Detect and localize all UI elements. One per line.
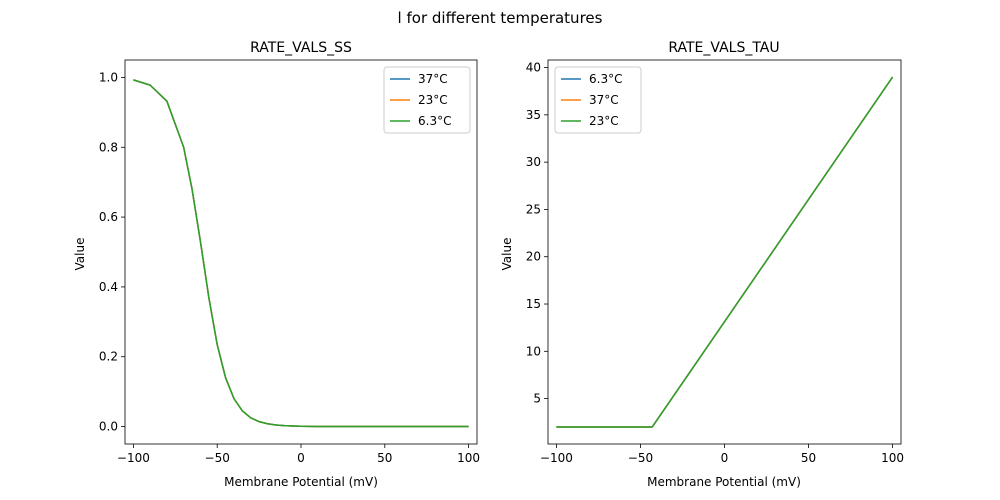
- subplot-rate-vals-ss: RATE_VALS_SS Membrane Potential (mV) Val…: [73, 40, 480, 489]
- x-tick-label: 50: [377, 451, 392, 465]
- x-tick-label: −50: [628, 451, 653, 465]
- y-axis-title: Value: [73, 238, 87, 271]
- x-tick-label: 100: [457, 451, 480, 465]
- x-tick-label: 50: [801, 451, 816, 465]
- y-tick-label: 0.4: [99, 280, 118, 294]
- x-tick-label: 100: [881, 451, 904, 465]
- y-tick-label: 0.6: [99, 210, 118, 224]
- y-tick-label: 15: [526, 297, 541, 311]
- y-tick-label: 25: [526, 202, 541, 216]
- y-tick-label: 35: [526, 108, 541, 122]
- subplot-rate-vals-tau: RATE_VALS_TAU Membrane Potential (mV) Va…: [500, 40, 904, 489]
- y-tick-label: 5: [533, 392, 541, 406]
- x-tick-label: −100: [540, 451, 573, 465]
- y-tick-label: 30: [526, 155, 541, 169]
- x-tick-label: 0: [297, 451, 305, 465]
- x-tick-label: −100: [117, 451, 150, 465]
- y-tick-label: 20: [526, 250, 541, 264]
- legend-box: [554, 66, 642, 134]
- y-tick-label: 10: [526, 344, 541, 358]
- legend-box: [383, 66, 471, 134]
- legend-label: 23°C: [589, 114, 619, 128]
- y-tick-label: 0.2: [99, 350, 118, 364]
- legend-label: 23°C: [418, 93, 448, 107]
- series-line: [133, 79, 469, 428]
- figure-suptitle: l for different temperatures: [398, 9, 603, 27]
- x-axis-title: Membrane Potential (mV): [224, 475, 378, 489]
- series-line: [556, 76, 894, 428]
- plot-title: RATE_VALS_SS: [250, 40, 352, 56]
- y-tick-label: 40: [526, 61, 541, 75]
- x-tick-label: −50: [205, 451, 230, 465]
- plot-area: −100 −50 0 50 100 0.0 0.2 0.4 0.6 0.8 1.0 37°C 23°C 6…: [99, 59, 480, 465]
- legend-label: 6.3°C: [418, 114, 451, 128]
- x-axis-title: Membrane Potential (mV): [647, 475, 801, 489]
- legend-label: 6.3°C: [589, 72, 622, 86]
- plot-area: −100 −50 0 50 100 5 10 15 20 25 30 35 40 6.3°C 37°C 23°…: [526, 59, 904, 465]
- y-tick-label: 0.0: [99, 420, 118, 434]
- legend: 37°C 23°C 6.3°C: [383, 66, 471, 134]
- x-tick-label: 0: [721, 451, 729, 465]
- plot-title: RATE_VALS_TAU: [668, 40, 779, 56]
- y-tick-label: 0.8: [99, 140, 118, 154]
- legend-label: 37°C: [589, 93, 619, 107]
- legend: 6.3°C 37°C 23°C: [554, 66, 642, 134]
- legend-label: 37°C: [418, 72, 448, 86]
- y-axis-title: Value: [500, 238, 514, 271]
- y-tick-label: 1.0: [99, 70, 118, 84]
